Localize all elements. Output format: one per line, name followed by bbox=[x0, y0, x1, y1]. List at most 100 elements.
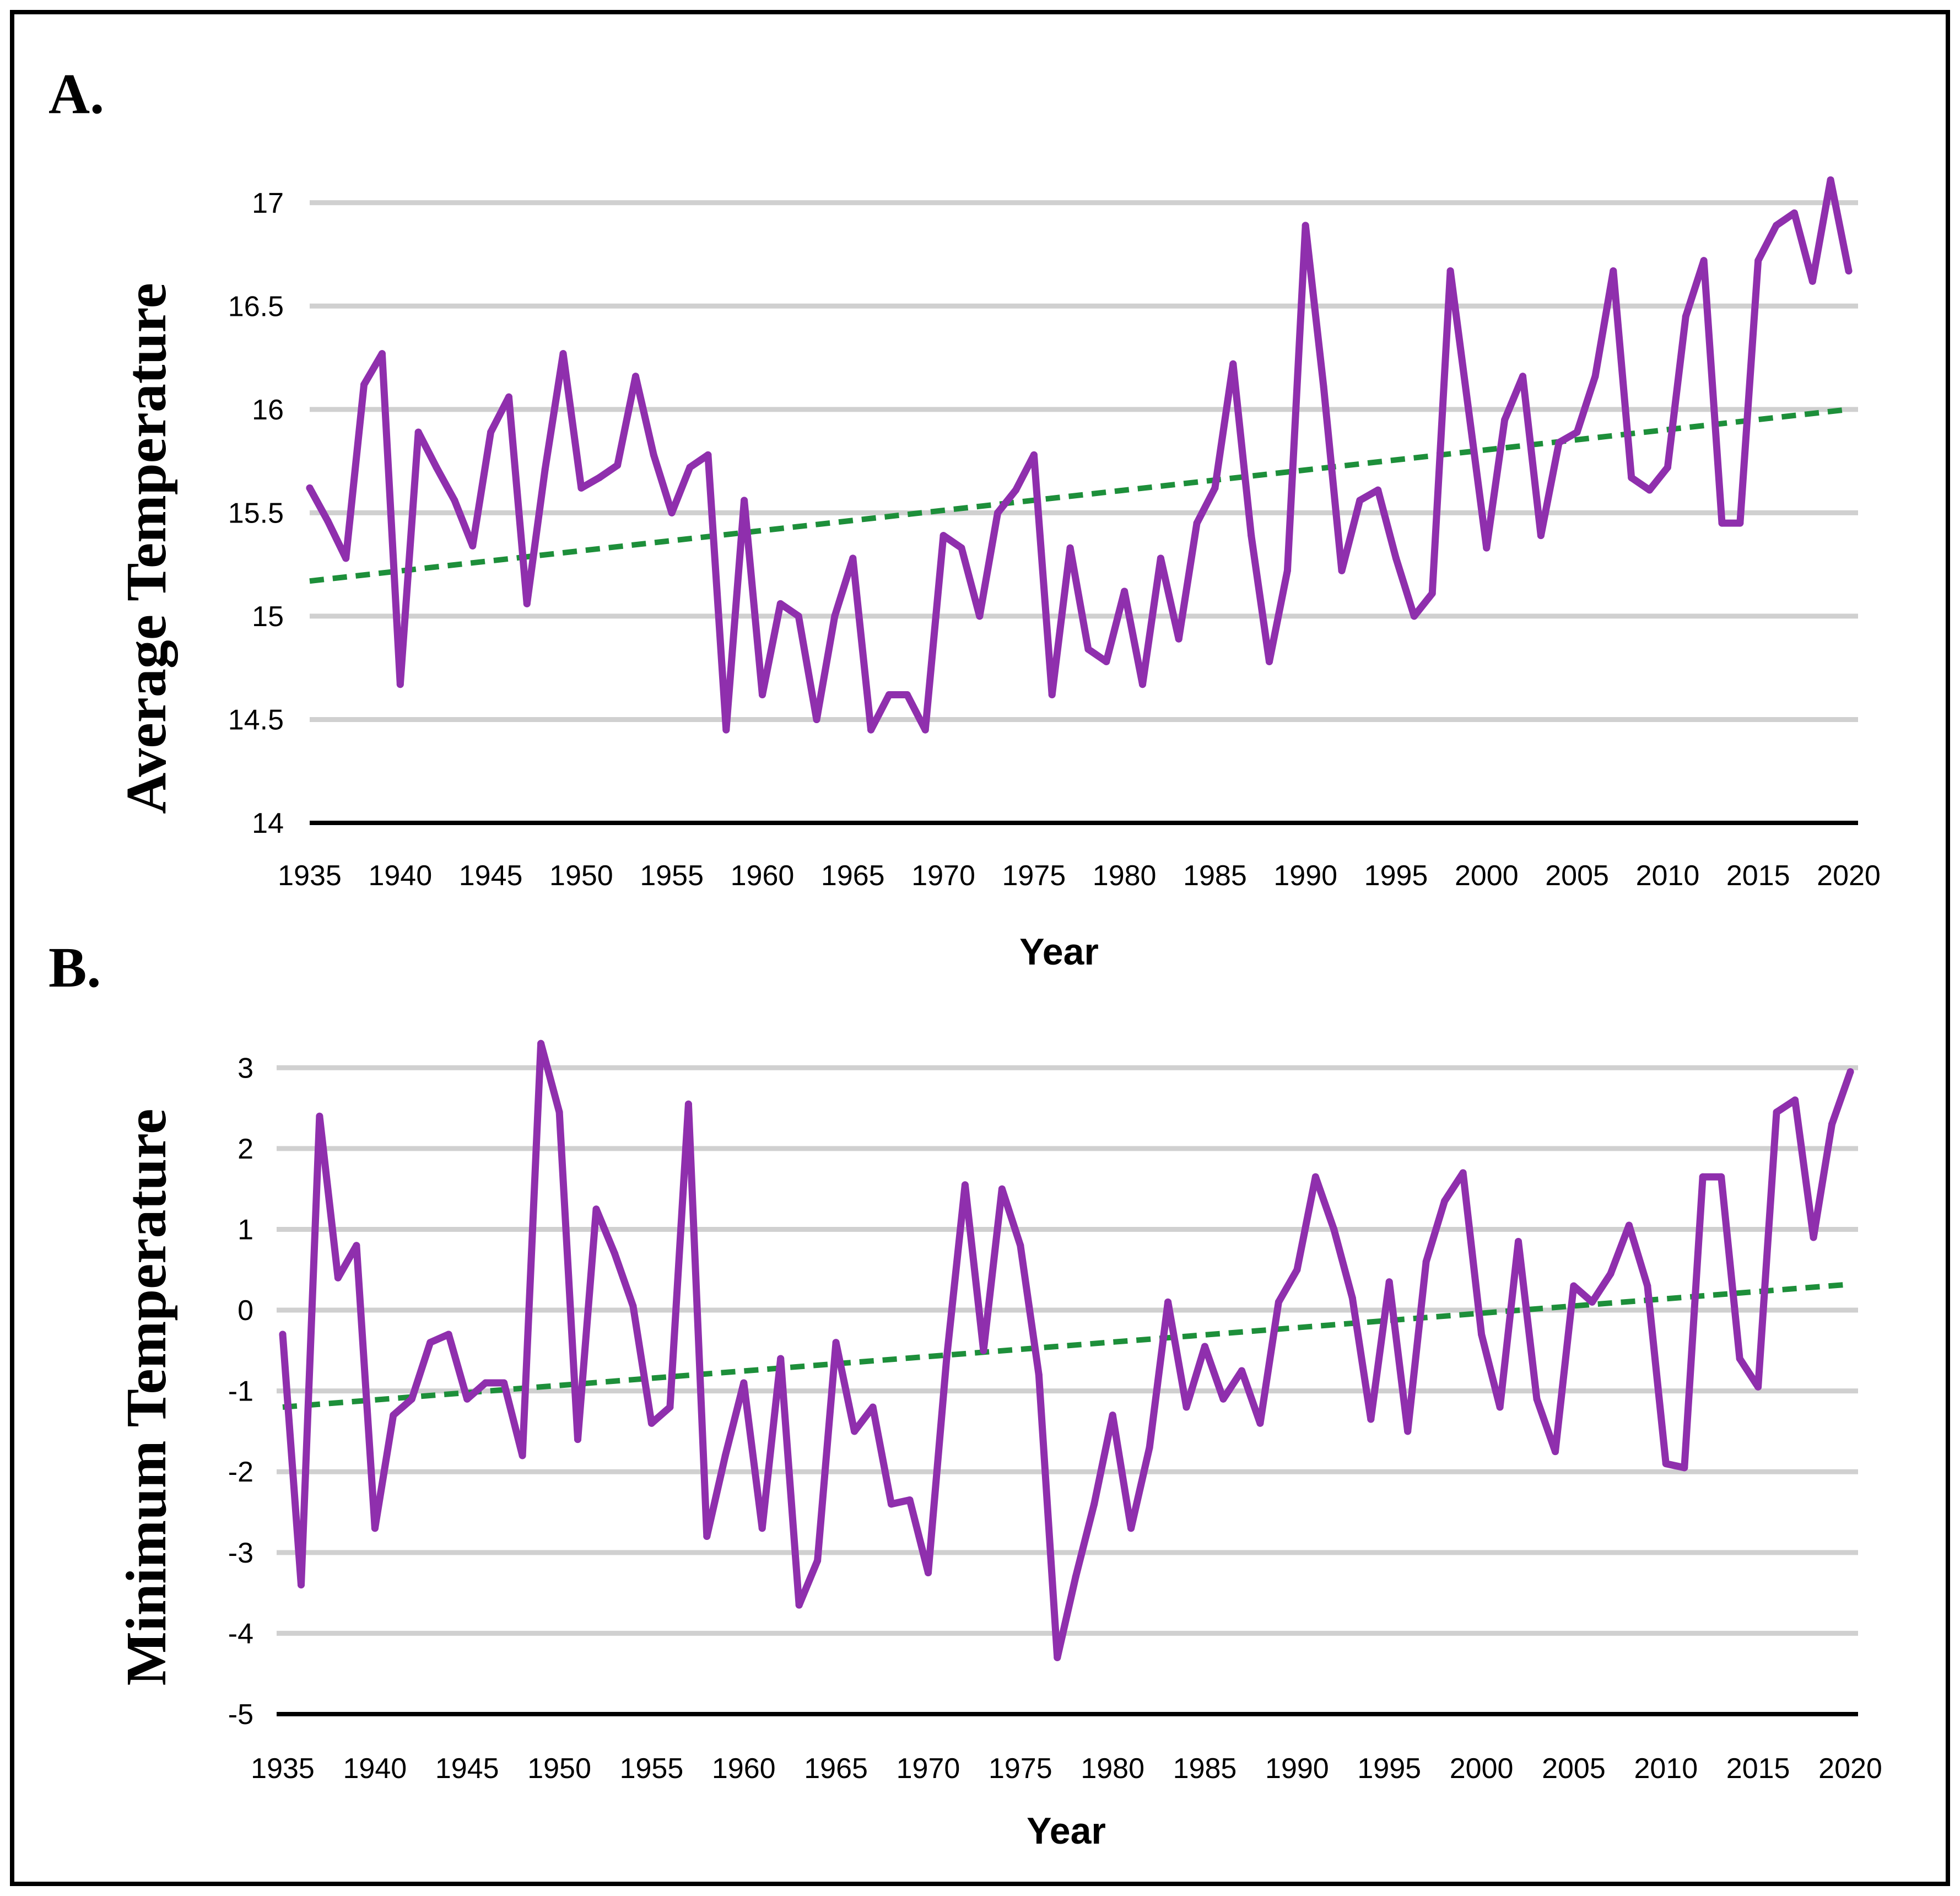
data-point bbox=[704, 451, 712, 459]
data-point bbox=[1392, 554, 1400, 562]
data-point bbox=[943, 1355, 951, 1362]
x-tick-label: 1975 bbox=[1002, 860, 1066, 892]
data-point bbox=[795, 612, 802, 620]
x-axis-label: Year bbox=[1027, 1810, 1106, 1852]
x-tick-label: 2020 bbox=[1818, 1753, 1882, 1785]
data-point bbox=[1773, 1108, 1780, 1116]
data-point bbox=[306, 484, 314, 492]
data-point bbox=[666, 1403, 674, 1411]
data-point bbox=[342, 554, 350, 562]
data-point bbox=[469, 542, 477, 550]
data-point bbox=[1201, 1343, 1208, 1350]
data-point bbox=[1302, 222, 1309, 229]
x-tick-label: 1980 bbox=[1081, 1753, 1144, 1785]
x-tick-label: 1950 bbox=[549, 860, 613, 892]
y-tick-label: 16.5 bbox=[228, 290, 284, 322]
data-point bbox=[1090, 1500, 1098, 1508]
data-points bbox=[306, 176, 1853, 734]
data-point bbox=[1478, 1331, 1486, 1338]
data-point bbox=[1072, 1573, 1079, 1581]
data-point bbox=[445, 1331, 452, 1338]
data-point bbox=[1275, 1298, 1282, 1306]
x-tick-label: 1960 bbox=[731, 860, 795, 892]
data-point bbox=[1238, 1367, 1245, 1375]
data-point bbox=[1035, 1371, 1043, 1378]
x-tick-label: 1980 bbox=[1093, 860, 1157, 892]
data-point bbox=[684, 1100, 692, 1108]
data-point bbox=[523, 600, 531, 607]
x-tick-label: 1965 bbox=[804, 1753, 868, 1785]
data-point bbox=[1146, 1443, 1153, 1451]
x-tick-label: 1995 bbox=[1364, 860, 1428, 892]
data-point bbox=[721, 1452, 729, 1459]
data-point bbox=[1103, 658, 1110, 665]
x-tick-label: 1970 bbox=[911, 860, 975, 892]
data-point bbox=[1183, 1403, 1190, 1411]
y-tick-label: 15.5 bbox=[228, 497, 284, 529]
panel-label: B. bbox=[48, 936, 101, 999]
data-point bbox=[1607, 1270, 1615, 1278]
data-point bbox=[1552, 1448, 1559, 1456]
data-point bbox=[888, 1500, 895, 1508]
x-tick-label: 2005 bbox=[1542, 1753, 1606, 1785]
data-point bbox=[1736, 519, 1744, 527]
data-point bbox=[1356, 497, 1364, 504]
data-point bbox=[632, 373, 639, 380]
data-point bbox=[1109, 1412, 1116, 1419]
data-point bbox=[976, 612, 984, 620]
data-point bbox=[1537, 532, 1545, 540]
data-point bbox=[1311, 1173, 1319, 1181]
x-tick-label: 2005 bbox=[1545, 860, 1609, 892]
data-point bbox=[1338, 567, 1346, 574]
data-point bbox=[390, 1412, 397, 1419]
data-point bbox=[1736, 1355, 1743, 1362]
data-point bbox=[505, 393, 512, 401]
data-point bbox=[555, 1108, 563, 1116]
x-tick-label: 1945 bbox=[459, 860, 523, 892]
data-point bbox=[279, 1331, 287, 1338]
data-point bbox=[378, 350, 386, 358]
data-point bbox=[1754, 257, 1762, 265]
data-point bbox=[592, 1205, 600, 1213]
data-point bbox=[541, 466, 549, 473]
grid-lines bbox=[277, 1065, 1858, 1636]
y-tick-label: 14 bbox=[252, 807, 284, 839]
data-point bbox=[1127, 1525, 1135, 1532]
data-point bbox=[1718, 519, 1726, 527]
data-point bbox=[316, 1112, 323, 1120]
data-point bbox=[650, 451, 657, 459]
data-point bbox=[1570, 1282, 1578, 1290]
data-point bbox=[980, 1346, 987, 1354]
data-point bbox=[433, 464, 440, 471]
data-point bbox=[577, 484, 585, 492]
x-tick-label: 2015 bbox=[1726, 1753, 1790, 1785]
data-point bbox=[1348, 1294, 1356, 1302]
x-tick-label: 2000 bbox=[1450, 1753, 1514, 1785]
data-point bbox=[629, 1302, 637, 1310]
data-point bbox=[1446, 267, 1454, 274]
data-point bbox=[776, 600, 784, 607]
data-point bbox=[500, 1379, 508, 1387]
data-point bbox=[324, 517, 332, 525]
series-line-minimum-temperature bbox=[279, 1039, 1854, 1661]
data-point bbox=[1644, 1282, 1651, 1290]
x-tick-label: 1990 bbox=[1265, 1753, 1329, 1785]
data-point bbox=[740, 1379, 748, 1387]
x-tick-labels: 1935 1940 1945 1950 1955 1960 1965 1970 1975 1980… bbox=[251, 1753, 1882, 1785]
x-axis-label: Year bbox=[1019, 931, 1099, 973]
y-tick-label: -4 bbox=[228, 1618, 253, 1650]
x-tick-label: 1960 bbox=[712, 1753, 776, 1785]
x-tick-label: 1990 bbox=[1273, 860, 1337, 892]
trendline bbox=[282, 1281, 1851, 1410]
data-point bbox=[1700, 257, 1708, 265]
data-point bbox=[1139, 681, 1146, 688]
data-point bbox=[1320, 383, 1327, 391]
data-point bbox=[958, 544, 965, 552]
data-point bbox=[994, 509, 1002, 516]
data-point bbox=[814, 1557, 822, 1564]
y-tick-label: 15 bbox=[252, 601, 284, 633]
y-tick-label: -3 bbox=[228, 1537, 253, 1569]
x-tick-label: 1940 bbox=[343, 1753, 407, 1785]
data-point bbox=[1219, 1395, 1227, 1403]
data-point bbox=[1625, 1221, 1633, 1229]
